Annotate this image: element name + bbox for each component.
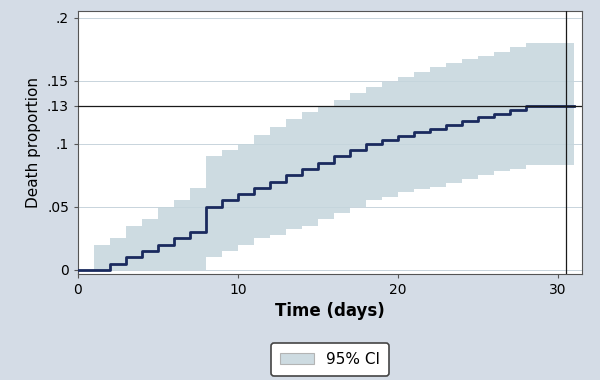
X-axis label: Time (days): Time (days) — [275, 302, 385, 320]
Y-axis label: Death proportion: Death proportion — [26, 77, 41, 208]
Legend: 95% CI: 95% CI — [271, 343, 389, 376]
